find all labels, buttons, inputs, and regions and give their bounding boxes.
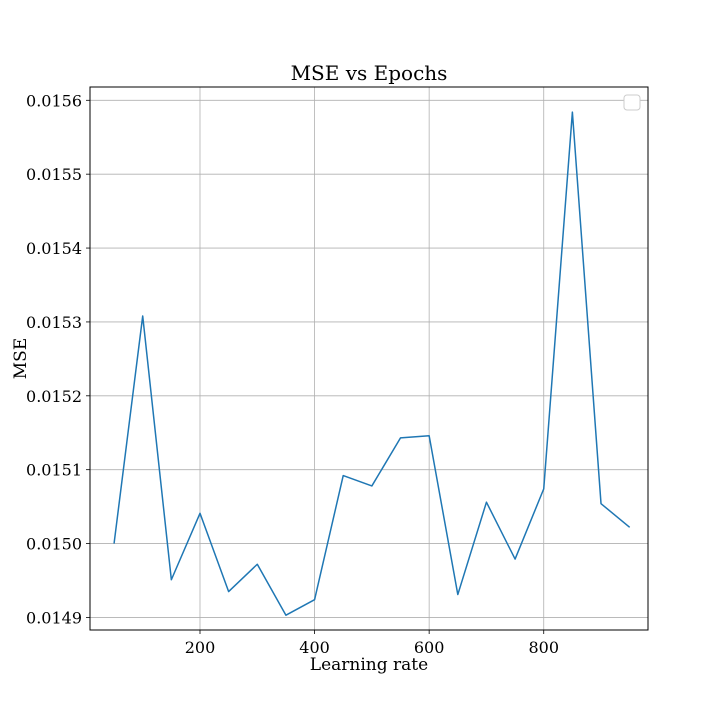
y-tick-label: 0.0150 bbox=[26, 535, 82, 554]
y-tick-label: 0.0149 bbox=[26, 608, 82, 627]
x-tick-label: 200 bbox=[185, 638, 216, 657]
x-axis-label: Learning rate bbox=[310, 655, 428, 675]
y-tick-label: 0.0152 bbox=[26, 387, 82, 406]
y-tick-label: 0.0154 bbox=[26, 239, 82, 258]
y-axis-label: MSE bbox=[11, 338, 31, 379]
x-tick-label: 400 bbox=[299, 638, 330, 657]
y-tick-label: 0.0151 bbox=[26, 461, 82, 480]
ticks: 200 400 600 800 0.0149 0.0150 0.0151 0.0152 0.01… bbox=[26, 91, 559, 657]
y-tick-label: 0.0153 bbox=[26, 313, 82, 332]
legend-box bbox=[623, 94, 641, 111]
x-tick-label: 600 bbox=[414, 638, 445, 657]
chart-title: MSE vs Epochs bbox=[291, 61, 448, 85]
plot-frame bbox=[89, 86, 649, 631]
legend bbox=[623, 94, 641, 111]
x-tick-label: 800 bbox=[528, 638, 559, 657]
series-layer bbox=[113, 111, 631, 616]
y-tick-label: 0.0155 bbox=[26, 165, 82, 184]
y-tick-label: 0.0156 bbox=[26, 91, 82, 110]
grid bbox=[90, 87, 648, 630]
